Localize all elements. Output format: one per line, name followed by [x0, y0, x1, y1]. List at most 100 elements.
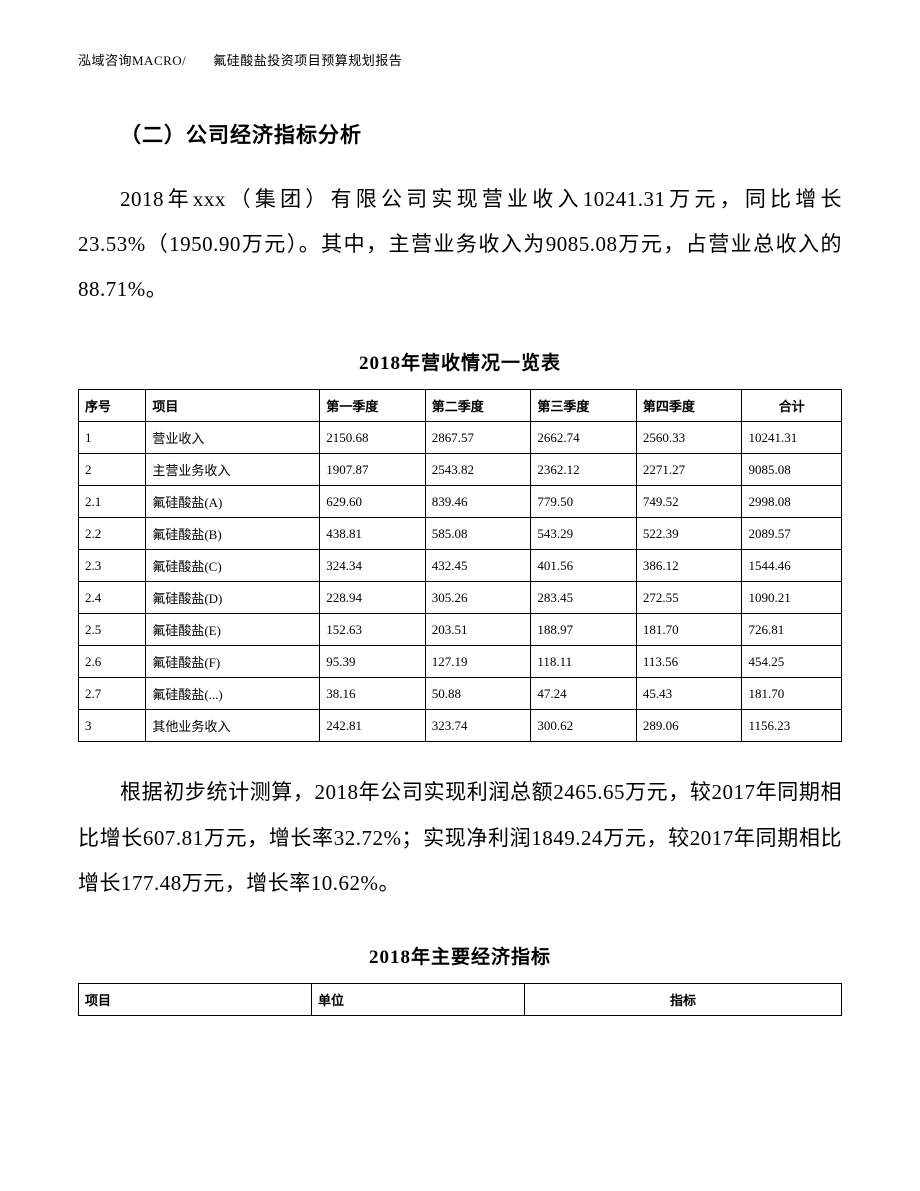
table-cell: 1090.21 — [742, 582, 842, 614]
table-cell: 324.34 — [320, 550, 426, 582]
table-cell: 95.39 — [320, 646, 426, 678]
table-cell: 氟硅酸盐(F) — [146, 646, 320, 678]
table-cell: 2 — [79, 454, 146, 486]
table-cell: 2867.57 — [425, 422, 531, 454]
table2-col-item: 项目 — [79, 983, 312, 1015]
table-cell: 181.70 — [636, 614, 742, 646]
table-cell: 3 — [79, 710, 146, 742]
table-cell: 氟硅酸盐(A) — [146, 486, 320, 518]
table-cell: 2089.57 — [742, 518, 842, 550]
table-cell: 386.12 — [636, 550, 742, 582]
table-cell: 38.16 — [320, 678, 426, 710]
table-cell: 726.81 — [742, 614, 842, 646]
table1-header-row: 序号 项目 第一季度 第二季度 第三季度 第四季度 合计 — [79, 390, 842, 422]
indicator-table: 项目 单位 指标 — [78, 983, 842, 1016]
table1-col-q2: 第二季度 — [425, 390, 531, 422]
table1-head: 序号 项目 第一季度 第二季度 第三季度 第四季度 合计 — [79, 390, 842, 422]
table-cell: 629.60 — [320, 486, 426, 518]
table-row: 2.2氟硅酸盐(B)438.81585.08543.29522.392089.5… — [79, 518, 842, 550]
table-row: 2.6氟硅酸盐(F)95.39127.19118.11113.56454.25 — [79, 646, 842, 678]
table-cell: 1156.23 — [742, 710, 842, 742]
table-cell: 454.25 — [742, 646, 842, 678]
table-cell: 9085.08 — [742, 454, 842, 486]
table-row: 1营业收入2150.682867.572662.742560.3310241.3… — [79, 422, 842, 454]
table-cell: 2150.68 — [320, 422, 426, 454]
table-cell: 2271.27 — [636, 454, 742, 486]
table1-col-q4: 第四季度 — [636, 390, 742, 422]
document-page: 泓域咨询MACRO/ 氟硅酸盐投资项目预算规划报告 （二）公司经济指标分析 20… — [0, 0, 920, 1191]
table-cell: 2.5 — [79, 614, 146, 646]
page-header: 泓域咨询MACRO/ 氟硅酸盐投资项目预算规划报告 — [78, 50, 842, 69]
table-cell: 401.56 — [531, 550, 637, 582]
table-cell: 127.19 — [425, 646, 531, 678]
table-cell: 1 — [79, 422, 146, 454]
revenue-table: 序号 项目 第一季度 第二季度 第三季度 第四季度 合计 1营业收入2150.6… — [78, 389, 842, 742]
table1-title: 2018年营收情况一览表 — [78, 348, 842, 375]
table-cell: 氟硅酸盐(E) — [146, 614, 320, 646]
table-cell: 522.39 — [636, 518, 742, 550]
table-row: 2.1氟硅酸盐(A)629.60839.46779.50749.522998.0… — [79, 486, 842, 518]
table-cell: 272.55 — [636, 582, 742, 614]
table-cell: 2.1 — [79, 486, 146, 518]
table-cell: 2543.82 — [425, 454, 531, 486]
table-cell: 181.70 — [742, 678, 842, 710]
table-row: 2.4氟硅酸盐(D)228.94305.26283.45272.551090.2… — [79, 582, 842, 614]
table-cell: 2662.74 — [531, 422, 637, 454]
table-cell: 323.74 — [425, 710, 531, 742]
table1-col-serial: 序号 — [79, 390, 146, 422]
table-cell: 839.46 — [425, 486, 531, 518]
table2-head: 项目 单位 指标 — [79, 983, 842, 1015]
table-cell: 779.50 — [531, 486, 637, 518]
paragraph-2: 根据初步统计测算，2018年公司实现利润总额2465.65万元，较2017年同期… — [78, 770, 842, 905]
table1-col-q1: 第一季度 — [320, 390, 426, 422]
table-cell: 10241.31 — [742, 422, 842, 454]
table1-body: 1营业收入2150.682867.572662.742560.3310241.3… — [79, 422, 842, 742]
table2-col-unit: 单位 — [312, 983, 525, 1015]
table-cell: 113.56 — [636, 646, 742, 678]
table-cell: 242.81 — [320, 710, 426, 742]
table-cell: 203.51 — [425, 614, 531, 646]
table-cell: 氟硅酸盐(B) — [146, 518, 320, 550]
table-row: 2.5氟硅酸盐(E)152.63203.51188.97181.70726.81 — [79, 614, 842, 646]
table-cell: 2.6 — [79, 646, 146, 678]
table2-col-indicator: 指标 — [525, 983, 842, 1015]
table-cell: 其他业务收入 — [146, 710, 320, 742]
table1-col-q3: 第三季度 — [531, 390, 637, 422]
table-cell: 2.7 — [79, 678, 146, 710]
table-cell: 1907.87 — [320, 454, 426, 486]
table-row: 3其他业务收入242.81323.74300.62289.061156.23 — [79, 710, 842, 742]
table-cell: 1544.46 — [742, 550, 842, 582]
table-cell: 300.62 — [531, 710, 637, 742]
table-cell: 2.3 — [79, 550, 146, 582]
table-cell: 45.43 — [636, 678, 742, 710]
table-cell: 47.24 — [531, 678, 637, 710]
table-cell: 2.4 — [79, 582, 146, 614]
table-cell: 228.94 — [320, 582, 426, 614]
table2-title: 2018年主要经济指标 — [78, 942, 842, 969]
table-row: 2.3氟硅酸盐(C)324.34432.45401.56386.121544.4… — [79, 550, 842, 582]
table-cell: 749.52 — [636, 486, 742, 518]
table-cell: 2362.12 — [531, 454, 637, 486]
table-cell: 438.81 — [320, 518, 426, 550]
table-cell: 305.26 — [425, 582, 531, 614]
section-heading: （二）公司经济指标分析 — [78, 119, 842, 149]
table-cell: 主营业务收入 — [146, 454, 320, 486]
table-cell: 152.63 — [320, 614, 426, 646]
table-cell: 585.08 — [425, 518, 531, 550]
table-cell: 50.88 — [425, 678, 531, 710]
table-cell: 283.45 — [531, 582, 637, 614]
table-cell: 289.06 — [636, 710, 742, 742]
table-row: 2.7氟硅酸盐(...)38.1650.8847.2445.43181.70 — [79, 678, 842, 710]
table-cell: 543.29 — [531, 518, 637, 550]
table-cell: 188.97 — [531, 614, 637, 646]
paragraph-1: 2018年xxx（集团）有限公司实现营业收入10241.31万元，同比增长23.… — [78, 177, 842, 312]
table1-col-total: 合计 — [742, 390, 842, 422]
table-cell: 2560.33 — [636, 422, 742, 454]
table2-header-row: 项目 单位 指标 — [79, 983, 842, 1015]
table1-col-item: 项目 — [146, 390, 320, 422]
table-cell: 2998.08 — [742, 486, 842, 518]
table-cell: 氟硅酸盐(...) — [146, 678, 320, 710]
table-cell: 营业收入 — [146, 422, 320, 454]
table-cell: 氟硅酸盐(D) — [146, 582, 320, 614]
table-cell: 2.2 — [79, 518, 146, 550]
